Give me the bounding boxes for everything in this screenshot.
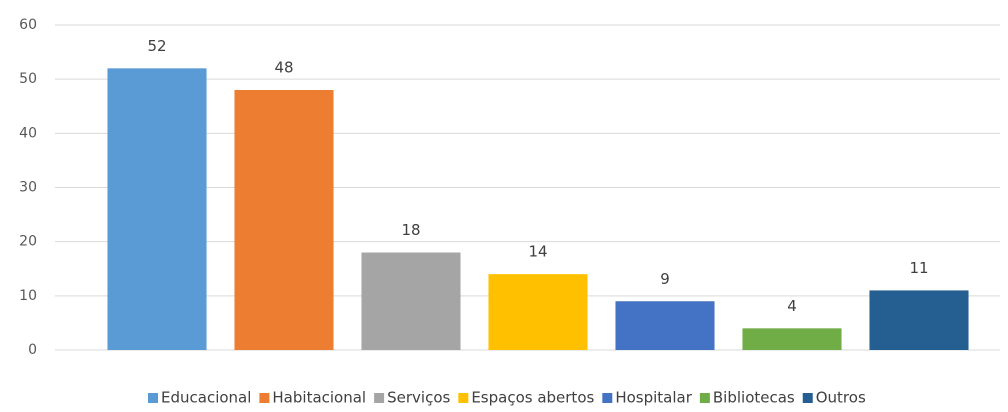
- legend-label: Serviços: [387, 389, 450, 407]
- y-tick-label: 30: [19, 180, 37, 196]
- bar: [234, 90, 334, 350]
- data-label: 14: [528, 243, 547, 261]
- legend-label: Educacional: [161, 389, 251, 407]
- bar: [107, 68, 207, 350]
- bar: [742, 328, 842, 350]
- legend-label: Espaços abertos: [471, 389, 594, 407]
- bar: [615, 301, 715, 350]
- legend-label: Habitacional: [272, 389, 366, 407]
- data-label: 48: [274, 59, 293, 77]
- y-tick-label: 60: [19, 17, 37, 33]
- data-label: 11: [909, 259, 928, 277]
- legend-swatch: [802, 393, 813, 403]
- y-tick-label: 20: [19, 234, 37, 250]
- bar: [869, 290, 969, 350]
- bar: [488, 274, 588, 350]
- bar: [361, 252, 461, 350]
- data-label: 4: [787, 297, 797, 315]
- legend-swatch: [374, 393, 385, 403]
- legend-swatch: [259, 393, 270, 403]
- y-tick-label: 40: [19, 125, 37, 141]
- data-label: 52: [147, 37, 166, 55]
- legend-swatch: [602, 393, 613, 403]
- y-tick-label: 50: [19, 71, 37, 87]
- legend-swatch: [458, 393, 469, 403]
- legend-swatch: [148, 393, 158, 403]
- legend-label: Bibliotecas: [713, 389, 795, 407]
- data-label: 18: [401, 221, 420, 239]
- legend-label: Hospitalar: [615, 389, 692, 407]
- legend-swatch: [699, 393, 710, 403]
- data-label: 9: [660, 270, 670, 288]
- legend-label: Outros: [816, 389, 866, 407]
- y-tick-label: 10: [19, 288, 37, 304]
- y-tick-label: 0: [28, 342, 37, 358]
